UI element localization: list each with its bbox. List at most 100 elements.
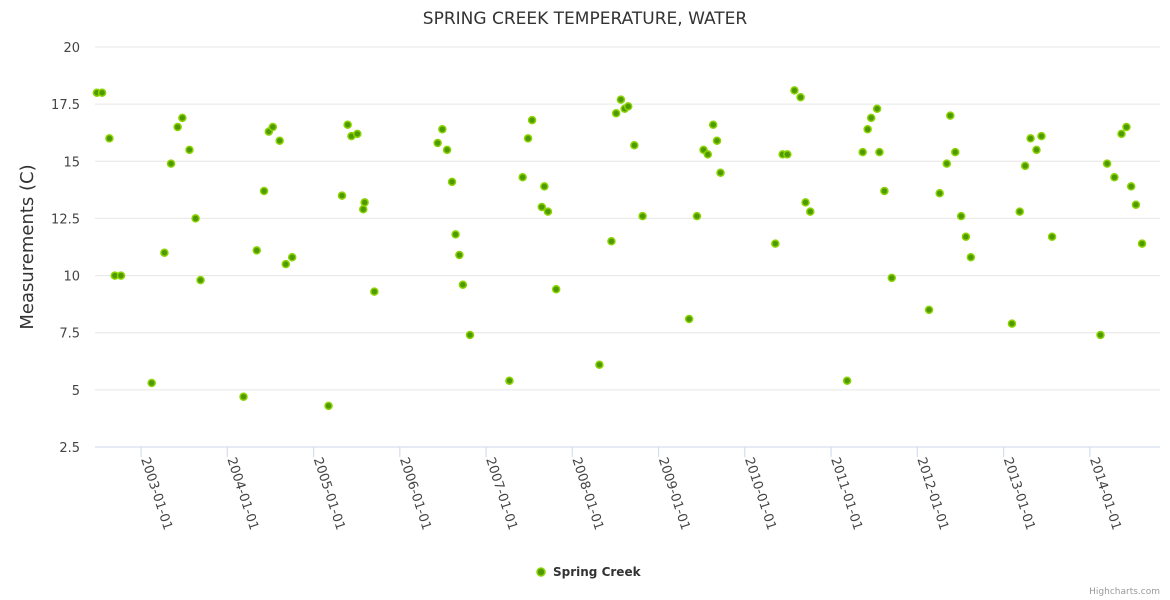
data-point[interactable]	[173, 122, 182, 132]
data-point[interactable]	[1110, 173, 1119, 182]
data-point[interactable]	[442, 145, 452, 155]
data-point[interactable]	[630, 141, 639, 150]
data-point[interactable]	[455, 250, 464, 260]
data-point[interactable]	[1032, 145, 1041, 155]
data-point[interactable]	[360, 198, 369, 207]
data-point[interactable]	[961, 232, 971, 241]
data-point[interactable]	[1122, 122, 1131, 132]
x-tick-label: 2012-01-01	[913, 456, 951, 532]
data-point[interactable]	[872, 104, 882, 113]
data-point[interactable]	[708, 120, 718, 129]
data-point[interactable]	[147, 378, 156, 388]
data-point[interactable]	[451, 230, 460, 239]
credits-link[interactable]: Highcharts.com	[1089, 587, 1160, 597]
data-point[interactable]	[324, 401, 333, 411]
legend[interactable]: Spring Creek	[536, 565, 642, 579]
data-point[interactable]	[611, 109, 621, 118]
data-point[interactable]	[275, 136, 284, 145]
data-point[interactable]	[875, 147, 884, 157]
data-point[interactable]	[268, 122, 278, 132]
data-point[interactable]	[942, 159, 952, 168]
data-point[interactable]	[196, 275, 205, 285]
data-point[interactable]	[97, 88, 107, 97]
data-point[interactable]	[703, 150, 713, 159]
data-point[interactable]	[712, 136, 722, 145]
x-tick-label: 2005-01-01	[310, 456, 348, 532]
data-point[interactable]	[1047, 232, 1057, 241]
data-point[interactable]	[1131, 200, 1141, 209]
data-point[interactable]	[638, 211, 647, 221]
data-point[interactable]	[505, 376, 514, 385]
data-point[interactable]	[1102, 159, 1112, 168]
data-point[interactable]	[359, 205, 368, 214]
data-point[interactable]	[966, 253, 976, 262]
legend-label-spring-creek[interactable]: Spring Creek	[553, 565, 642, 579]
data-point[interactable]	[1007, 319, 1017, 328]
data-point[interactable]	[842, 376, 852, 385]
data-point[interactable]	[1026, 134, 1035, 143]
data-point[interactable]	[185, 145, 194, 155]
x-tick-label: 2006-01-01	[396, 456, 434, 532]
data-point[interactable]	[863, 125, 872, 134]
data-point[interactable]	[956, 211, 966, 221]
data-point[interactable]	[771, 239, 780, 248]
data-point[interactable]	[160, 248, 169, 257]
data-point[interactable]	[1137, 239, 1147, 248]
data-point[interactable]	[447, 177, 457, 187]
data-point[interactable]	[790, 86, 799, 95]
data-point[interactable]	[438, 125, 447, 134]
data-point[interactable]	[166, 159, 176, 168]
data-point[interactable]	[537, 202, 547, 212]
data-point[interactable]	[465, 330, 475, 340]
data-point[interactable]	[887, 273, 896, 283]
data-point[interactable]	[252, 246, 262, 255]
data-point[interactable]	[343, 120, 352, 129]
data-point[interactable]	[281, 259, 291, 269]
chart-title: SPRING CREEK TEMPERATURE, WATER	[423, 9, 748, 29]
data-point[interactable]	[924, 305, 934, 315]
data-point[interactable]	[801, 198, 810, 207]
y-tick-label: 17.5	[51, 98, 80, 113]
data-point[interactable]	[1020, 161, 1030, 171]
data-point[interactable]	[616, 95, 626, 104]
data-point[interactable]	[105, 134, 114, 143]
data-point[interactable]	[1126, 182, 1136, 191]
data-point[interactable]	[543, 207, 553, 216]
data-point[interactable]	[433, 138, 442, 148]
data-point[interactable]	[518, 173, 527, 182]
data-point[interactable]	[527, 115, 537, 125]
data-point[interactable]	[796, 93, 805, 102]
data-point[interactable]	[540, 182, 549, 191]
data-point[interactable]	[880, 186, 889, 196]
data-point[interactable]	[623, 102, 633, 111]
data-point[interactable]	[287, 253, 297, 262]
data-point[interactable]	[716, 168, 725, 177]
data-point[interactable]	[116, 271, 126, 280]
data-point[interactable]	[1015, 207, 1024, 216]
data-point[interactable]	[806, 207, 815, 216]
data-point[interactable]	[595, 360, 604, 369]
data-point[interactable]	[1117, 129, 1126, 139]
data-point[interactable]	[353, 129, 362, 139]
data-point[interactable]	[866, 113, 876, 123]
data-point[interactable]	[178, 113, 187, 123]
data-point[interactable]	[551, 285, 561, 294]
data-point[interactable]	[935, 189, 944, 198]
data-point[interactable]	[259, 186, 269, 196]
data-point[interactable]	[337, 191, 347, 200]
data-point[interactable]	[239, 392, 248, 401]
data-point[interactable]	[191, 214, 200, 223]
data-point[interactable]	[951, 147, 960, 157]
data-point[interactable]	[523, 134, 533, 143]
data-point[interactable]	[783, 150, 792, 159]
data-point[interactable]	[370, 287, 379, 296]
data-point[interactable]	[858, 147, 867, 157]
data-point[interactable]	[607, 237, 616, 246]
data-point[interactable]	[684, 314, 694, 324]
data-point[interactable]	[946, 111, 955, 120]
data-point[interactable]	[692, 211, 702, 221]
data-point[interactable]	[458, 280, 468, 289]
data-point[interactable]	[1037, 131, 1046, 141]
data-point[interactable]	[1096, 330, 1105, 340]
